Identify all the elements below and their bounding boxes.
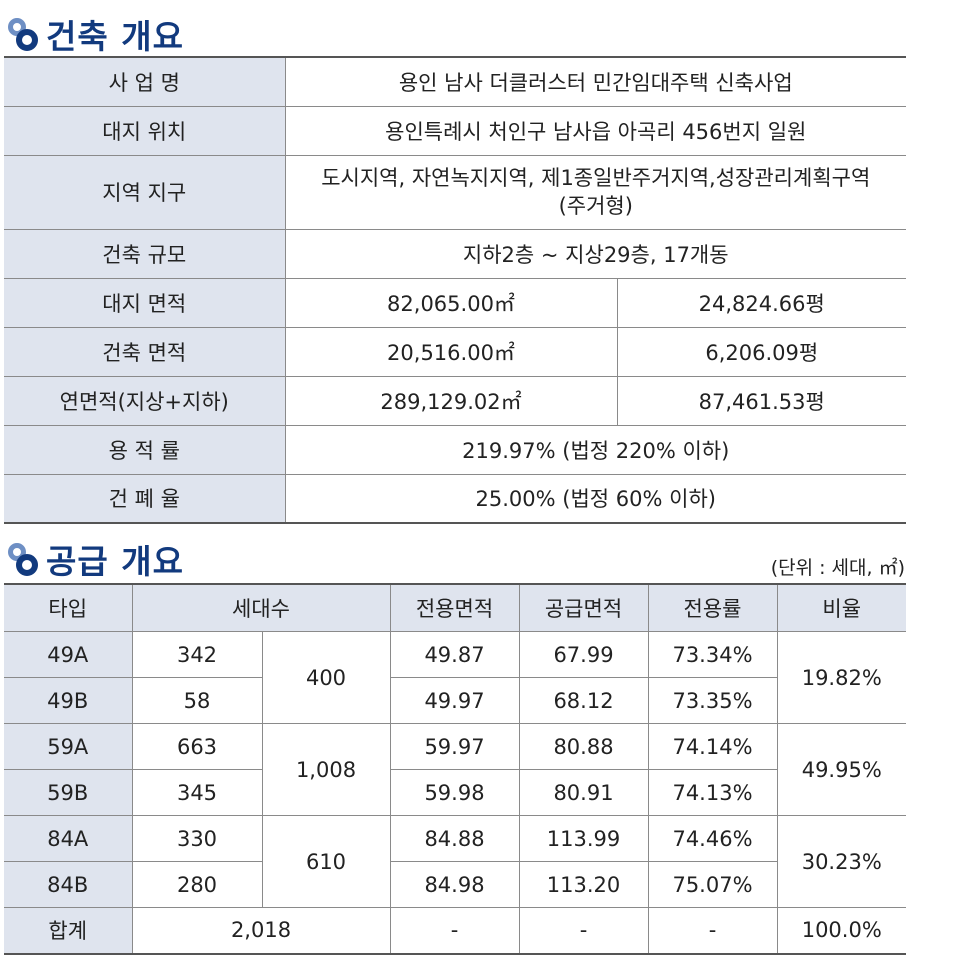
ratio-cell: 75.07% — [647, 861, 777, 908]
building-overview-heading: 건축 개요 — [8, 12, 184, 56]
scale-value: 지하2층 ~ 지상29층, 17개동 — [284, 228, 906, 279]
group-total-cell: 400 — [261, 631, 391, 724]
table-row: 대지 위치 용인특례시 처인구 남사읍 아곡리 456번지 일원 — [4, 105, 906, 156]
site-area-sqm: 82,065.00㎡ — [284, 277, 618, 328]
header-type: 타입 — [4, 583, 133, 632]
row-label: 대지 위치 — [4, 105, 286, 156]
ratio-cell: 73.34% — [647, 631, 778, 678]
supply-cell: 80.91 — [518, 769, 649, 816]
total-row: 합계 2,018 - - - 100.0% — [4, 907, 906, 954]
header-households: 세대수 — [131, 583, 391, 632]
exclusive-cell: 59.98 — [389, 769, 520, 816]
ratio-cell: 74.46% — [647, 815, 778, 862]
header-share: 비율 — [776, 583, 906, 632]
total-supply: - — [518, 907, 649, 954]
supply-cell: 67.99 — [518, 631, 649, 678]
table-row: 84B 280 84.98 113.20 75.07% — [4, 861, 906, 908]
row-label: 용 적 률 — [4, 424, 286, 475]
group-total-cell: 1,008 — [261, 723, 391, 816]
supply-cell: 68.12 — [518, 677, 649, 724]
exclusive-cell: 84.88 — [389, 815, 520, 862]
type-cell: 49A — [4, 631, 133, 678]
type-cell: 59B — [4, 769, 133, 816]
table-row: 59B 345 59.98 80.91 74.13% — [4, 769, 906, 816]
header-exclusive-area: 전용면적 — [389, 583, 520, 632]
total-share: 100.0% — [776, 907, 906, 954]
ratio-cell: 73.35% — [647, 677, 777, 724]
zoning-line-2: (주거형) — [558, 194, 633, 218]
table-row: 59A 663 1,008 59.97 80.88 74.14% 49.95% — [4, 723, 906, 816]
supply-cell: 113.20 — [518, 861, 649, 908]
ring-bullet-icon — [8, 14, 42, 54]
share-cell: 19.82% — [776, 631, 906, 724]
total-households: 2,018 — [131, 907, 391, 954]
households-cell: 342 — [131, 631, 263, 678]
table-row: 사 업 명 용인 남사 더클러스터 민간임대주택 신축사업 — [4, 56, 906, 107]
floor-area-ratio-value: 219.97% (법정 220% 이하) — [284, 424, 906, 475]
table-row: 49B 58 49.97 68.12 73.35% — [4, 677, 906, 724]
table-row: 용 적 률 219.97% (법정 220% 이하) — [4, 424, 906, 475]
households-cell: 663 — [131, 723, 263, 770]
households-cell: 58 — [131, 677, 263, 724]
group-total-cell: 610 — [261, 815, 391, 908]
building-overview-table: 사 업 명 용인 남사 더클러스터 민간임대주택 신축사업 대지 위치 용인특례… — [4, 56, 906, 524]
share-cell: 30.23% — [776, 815, 906, 908]
header-supply-area: 공급면적 — [518, 583, 649, 632]
share-cell: 49.95% — [776, 723, 906, 816]
type-cell: 49B — [4, 677, 133, 724]
exclusive-cell: 49.97 — [389, 677, 520, 724]
exclusive-cell: 84.98 — [389, 861, 520, 908]
supply-cell: 113.99 — [518, 815, 649, 862]
type-cell: 84B — [4, 861, 133, 908]
row-label: 지역 지구 — [4, 154, 286, 230]
row-label: 건 폐 율 — [4, 473, 286, 524]
row-label: 건축 규모 — [4, 228, 286, 279]
building-area-sqm: 20,516.00㎡ — [284, 326, 618, 377]
zoning-value: 도시지역, 자연녹지지역, 제1종일반주거지역,성장관리계획구역 (주거형) — [284, 154, 906, 230]
unit-note: (단위 : 세대, ㎡) — [770, 557, 905, 579]
total-exclusive: - — [389, 907, 520, 954]
supply-cell: 80.88 — [518, 723, 649, 770]
total-floor-area-pyeong: 87,461.53평 — [616, 375, 906, 426]
supply-overview-heading: 공급 개요 — [8, 537, 184, 581]
ratio-cell: 74.13% — [647, 769, 777, 816]
type-cell: 59A — [4, 723, 133, 770]
building-coverage-ratio-value: 25.00% (법정 60% 이하) — [284, 473, 906, 524]
ratio-cell: 74.14% — [647, 723, 778, 770]
row-label: 대지 면적 — [4, 277, 286, 328]
table-row: 연면적(지상+지하) 289,129.02㎡ 87,461.53평 — [4, 375, 906, 426]
exclusive-cell: 49.87 — [389, 631, 520, 678]
table-row: 건축 면적 20,516.00㎡ 6,206.09평 — [4, 326, 906, 377]
site-area-pyeong: 24,824.66평 — [616, 277, 906, 328]
row-label: 연면적(지상+지하) — [4, 375, 286, 426]
households-cell: 345 — [131, 769, 263, 816]
table-row: 지역 지구 도시지역, 자연녹지지역, 제1종일반주거지역,성장관리계획구역 (… — [4, 154, 906, 230]
building-area-pyeong: 6,206.09평 — [616, 326, 906, 377]
business-name-value: 용인 남사 더클러스터 민간임대주택 신축사업 — [284, 56, 906, 107]
exclusive-cell: 59.97 — [389, 723, 520, 770]
supply-overview-table: 타입 세대수 전용면적 공급면적 전용률 비율 49A 342 400 49.8… — [4, 583, 906, 955]
row-label: 사 업 명 — [4, 56, 286, 107]
households-cell: 280 — [131, 861, 263, 908]
row-label: 건축 면적 — [4, 326, 286, 377]
header-row: 타입 세대수 전용면적 공급면적 전용률 비율 — [4, 583, 906, 632]
table-row: 대지 면적 82,065.00㎡ 24,824.66평 — [4, 277, 906, 328]
table-row: 49A 342 400 49.87 67.99 73.34% 19.82% — [4, 631, 906, 724]
total-label: 합계 — [4, 907, 133, 954]
households-cell: 330 — [131, 815, 263, 862]
header-exclusive-ratio: 전용률 — [647, 583, 778, 632]
table-row: 건 폐 율 25.00% (법정 60% 이하) — [4, 473, 906, 524]
ring-bullet-icon — [8, 539, 42, 579]
site-location-value: 용인특례시 처인구 남사읍 아곡리 456번지 일원 — [284, 105, 906, 156]
zoning-line-1: 도시지역, 자연녹지지역, 제1종일반주거지역,성장관리계획구역 — [321, 166, 871, 190]
total-floor-area-sqm: 289,129.02㎡ — [284, 375, 618, 426]
type-cell: 84A — [4, 815, 133, 862]
total-ratio: - — [647, 907, 778, 954]
table-row: 84A 330 610 84.88 113.99 74.46% 30.23% — [4, 815, 906, 908]
table-row: 건축 규모 지하2층 ~ 지상29층, 17개동 — [4, 228, 906, 279]
